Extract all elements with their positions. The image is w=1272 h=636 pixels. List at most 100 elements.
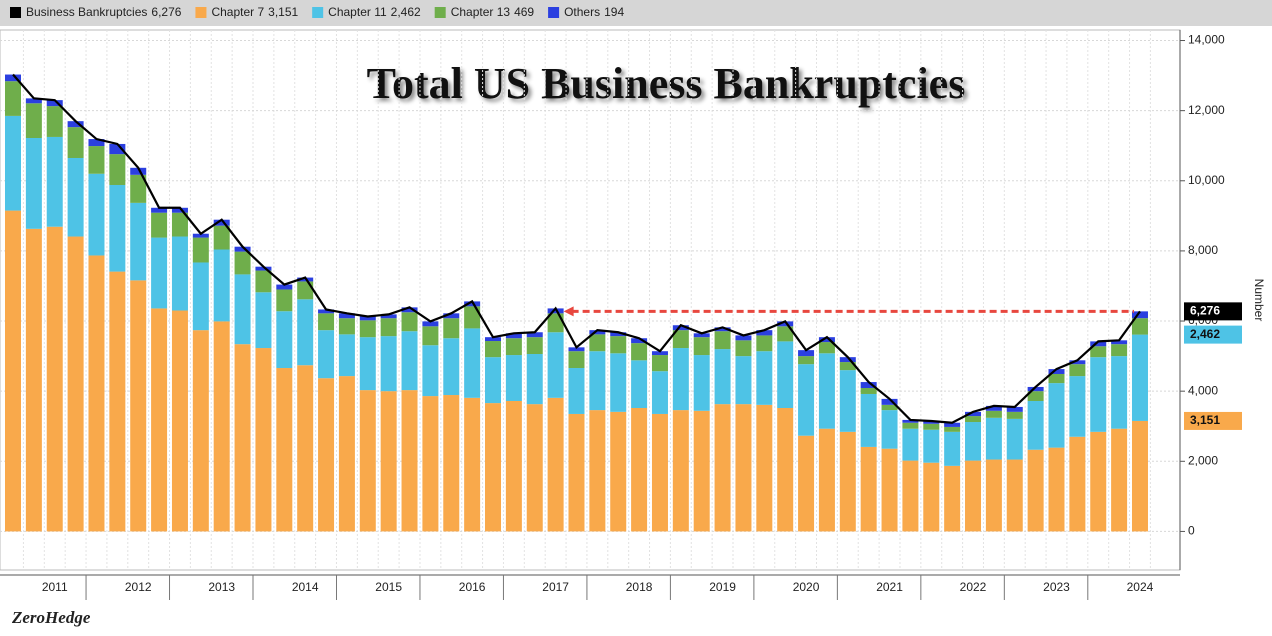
bar-segment bbox=[1090, 341, 1107, 347]
bar-segment bbox=[46, 226, 63, 532]
bar-segment bbox=[234, 344, 251, 532]
bar-segment bbox=[839, 357, 856, 363]
bar-segment bbox=[67, 127, 84, 158]
bar-segment bbox=[213, 219, 230, 226]
bar-segment bbox=[547, 397, 564, 532]
bar-segment bbox=[610, 336, 627, 354]
bar-segment bbox=[756, 335, 773, 352]
bar-segment bbox=[485, 337, 502, 342]
bar-segment bbox=[5, 81, 21, 116]
bar-segment bbox=[297, 365, 314, 532]
bar-segment bbox=[756, 351, 773, 405]
bar-segment bbox=[505, 333, 522, 339]
y-tick-label: 14,000 bbox=[1188, 33, 1225, 47]
bar-segment bbox=[67, 236, 84, 532]
bar-segment bbox=[255, 266, 272, 271]
bar-segment bbox=[109, 271, 126, 532]
bar-segment bbox=[67, 121, 84, 128]
bar-segment bbox=[777, 326, 794, 342]
bar-segment bbox=[1048, 373, 1065, 384]
bar-segment bbox=[631, 360, 648, 408]
y-tick-label: 12,000 bbox=[1188, 103, 1225, 117]
bar-segment bbox=[422, 326, 439, 346]
bar-segment bbox=[881, 398, 898, 405]
bar-segment bbox=[464, 397, 481, 532]
x-tick-label: 2017 bbox=[542, 580, 569, 594]
bar-segment bbox=[46, 136, 63, 227]
bar-segment bbox=[714, 331, 731, 350]
bar-segment bbox=[318, 378, 335, 532]
x-tick-label: 2011 bbox=[42, 580, 68, 594]
bar-segment bbox=[338, 376, 355, 532]
bar-segment bbox=[798, 435, 815, 532]
legend-swatch bbox=[195, 7, 207, 18]
bar-segment bbox=[568, 413, 585, 532]
bar-segment bbox=[151, 237, 168, 309]
end-label-box bbox=[1184, 325, 1242, 344]
legend-value: 469 bbox=[514, 5, 534, 19]
legend-label: Chapter 7 bbox=[211, 5, 264, 19]
bar-segment bbox=[318, 330, 335, 379]
bar-segment bbox=[464, 301, 481, 307]
legend-label: Chapter 13 bbox=[451, 5, 511, 19]
legend-label: Chapter 11 bbox=[328, 5, 387, 19]
bar-segment bbox=[485, 357, 502, 404]
bar-segment bbox=[5, 115, 21, 211]
bar-segment bbox=[735, 356, 752, 405]
bar-segment bbox=[568, 368, 585, 414]
bar-segment bbox=[464, 328, 481, 398]
bar-segment bbox=[25, 103, 42, 138]
x-tick-label: 2018 bbox=[626, 580, 653, 594]
bar-segment bbox=[589, 334, 606, 352]
bar-segment bbox=[192, 237, 209, 263]
bar-segment bbox=[401, 390, 418, 532]
x-tick-label: 2014 bbox=[292, 580, 319, 594]
bar-segment bbox=[234, 246, 251, 252]
bar-segment bbox=[1069, 364, 1086, 377]
y-tick-label: 2,000 bbox=[1188, 453, 1218, 467]
bar-segment bbox=[401, 331, 418, 391]
bar-segment bbox=[818, 342, 835, 354]
bar-segment bbox=[985, 410, 1002, 418]
y-tick-label: 10,000 bbox=[1188, 173, 1225, 187]
bar-segment bbox=[923, 462, 940, 532]
bar-segment bbox=[213, 225, 230, 250]
bar-segment bbox=[443, 313, 460, 319]
annotation-arrowhead bbox=[563, 306, 574, 317]
bar-segment bbox=[297, 281, 314, 300]
bar-segment bbox=[109, 184, 126, 272]
bar-segment bbox=[1027, 386, 1044, 392]
bar-segment bbox=[359, 316, 376, 321]
bar-segment bbox=[610, 353, 627, 412]
bar-segment bbox=[610, 411, 627, 532]
bar-segment bbox=[672, 348, 689, 411]
bar-segment bbox=[338, 318, 355, 335]
bar-segment bbox=[777, 408, 794, 532]
bar-segment bbox=[464, 306, 481, 329]
bar-segment bbox=[818, 337, 835, 343]
bar-segment bbox=[735, 335, 752, 341]
bar-segment bbox=[130, 174, 147, 203]
x-tick-label: 2024 bbox=[1127, 580, 1154, 594]
legend-swatch bbox=[312, 7, 324, 18]
bar-segment bbox=[672, 410, 689, 532]
bar-segment bbox=[944, 426, 961, 432]
bar-segment bbox=[860, 382, 877, 389]
bar-segment bbox=[171, 207, 188, 213]
bar-segment bbox=[130, 280, 147, 532]
bar-segment bbox=[1090, 431, 1107, 532]
bar-segment bbox=[88, 139, 105, 147]
bar-segment bbox=[839, 362, 856, 371]
bar-segment bbox=[213, 249, 230, 322]
bar-segment bbox=[631, 408, 648, 532]
bar-segment bbox=[902, 428, 919, 461]
bar-segment bbox=[526, 337, 543, 354]
x-tick-label: 2023 bbox=[1043, 580, 1070, 594]
bar-segment bbox=[380, 391, 397, 532]
bar-segment bbox=[109, 143, 126, 155]
bar-segment bbox=[651, 371, 668, 414]
x-tick-label: 2015 bbox=[375, 580, 402, 594]
bar-segment bbox=[777, 341, 794, 408]
bar-segment bbox=[380, 314, 397, 319]
bar-segment bbox=[1131, 420, 1148, 532]
